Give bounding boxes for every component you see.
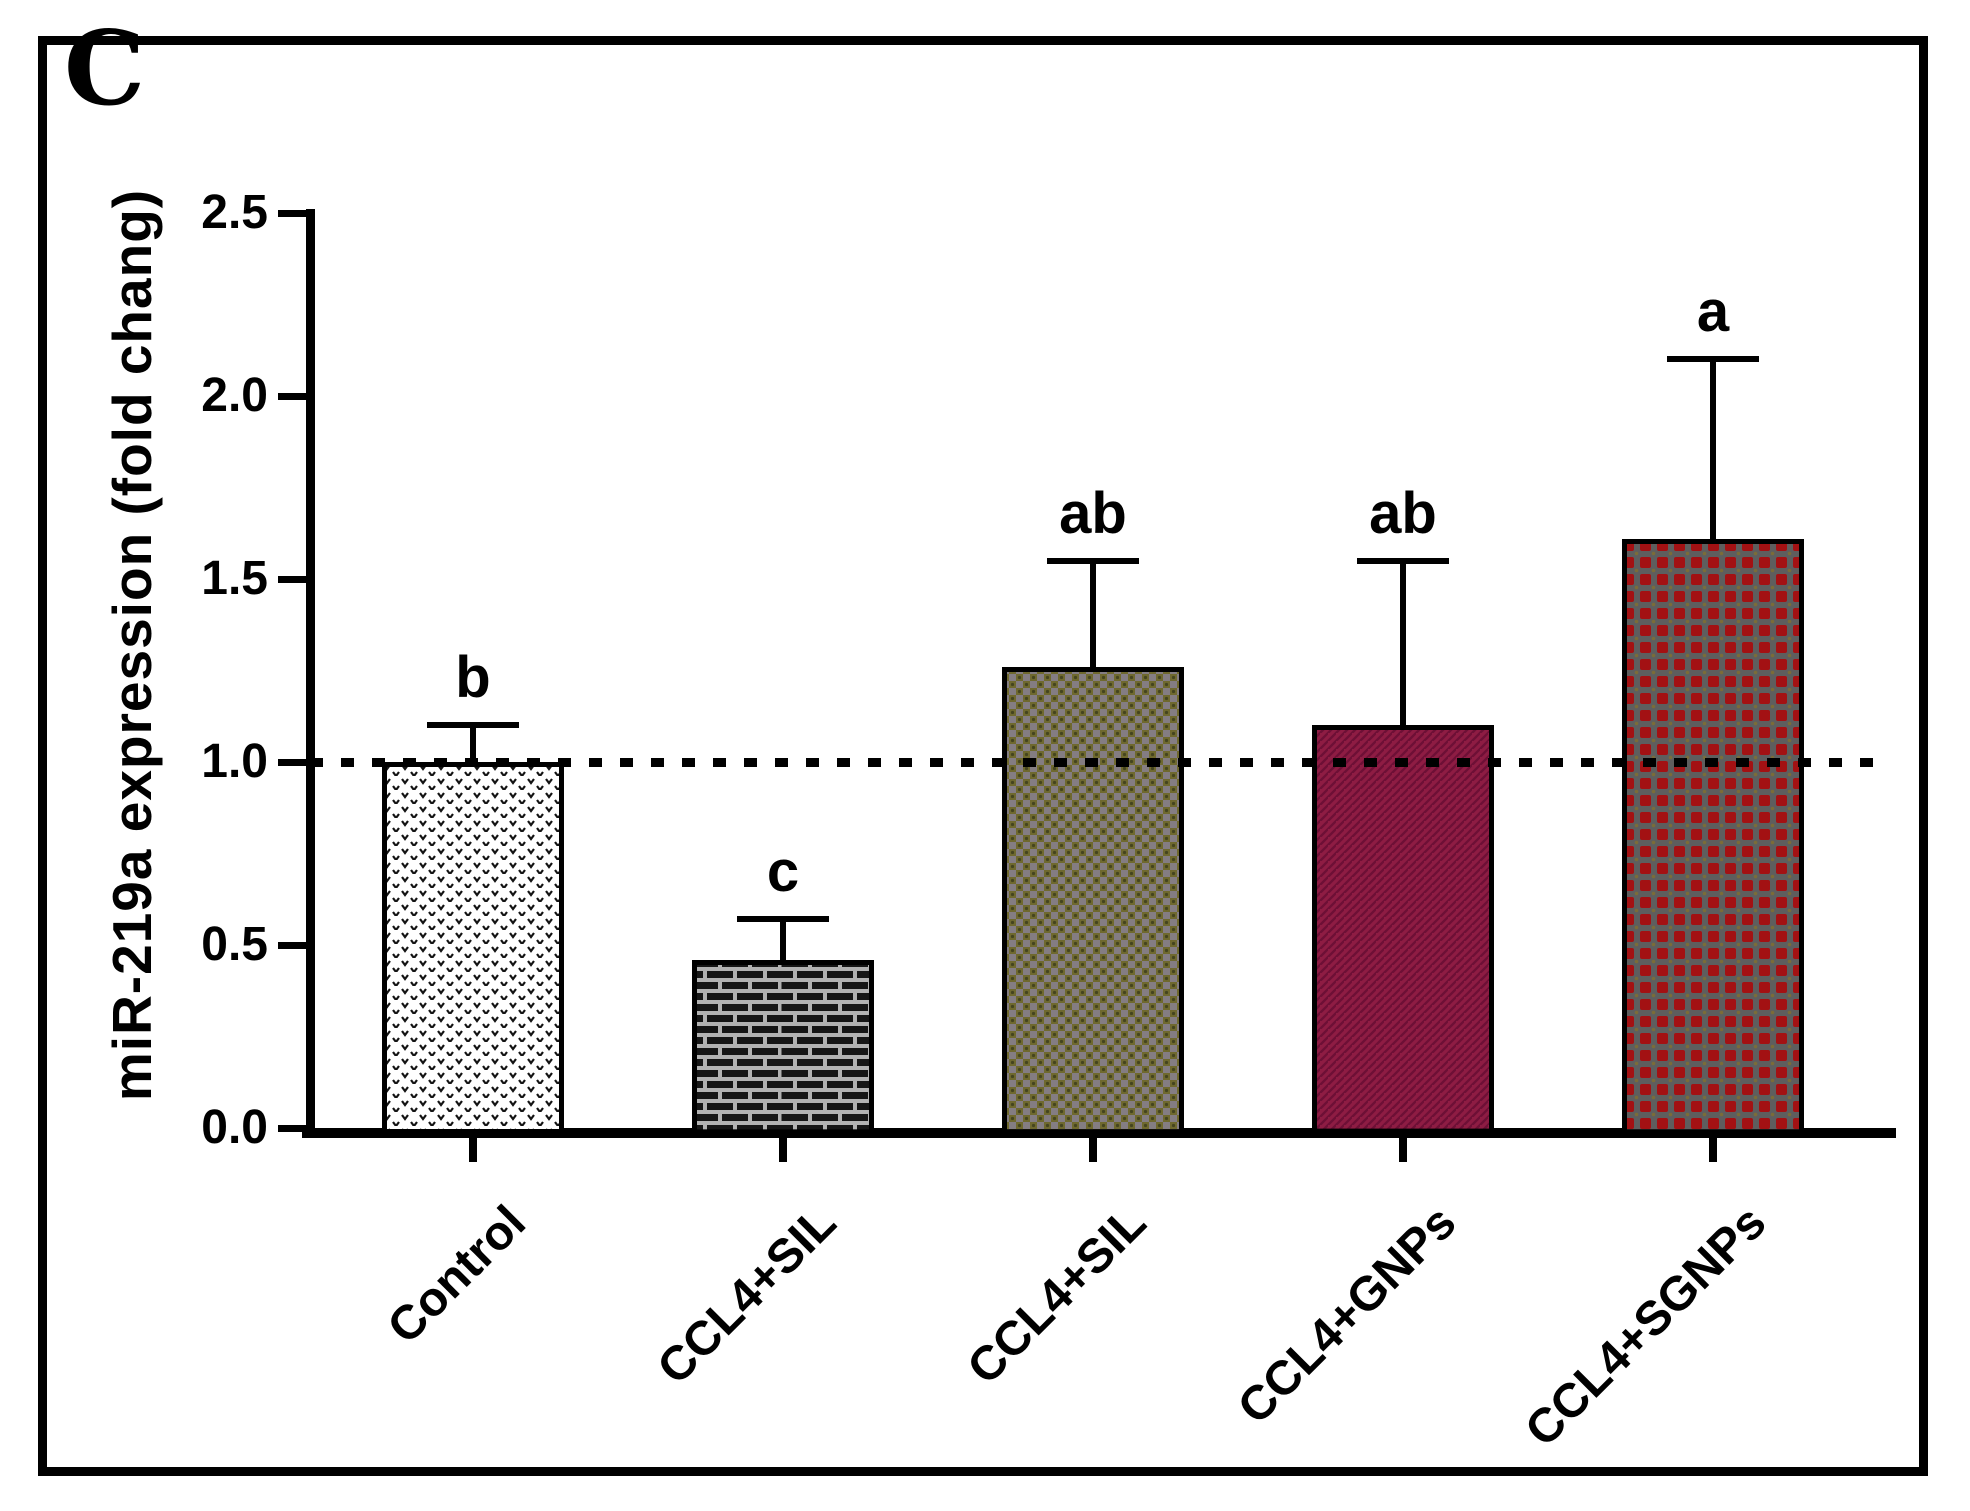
error-bar xyxy=(1710,359,1716,539)
x-axis-label: CCL4+SIL xyxy=(957,1195,1157,1395)
significance-letter: ab xyxy=(1369,480,1437,546)
error-bar-cap xyxy=(1667,356,1759,363)
bar xyxy=(1622,538,1804,1134)
error-bar xyxy=(1090,560,1096,667)
y-axis-tick-label: 1.5 xyxy=(201,552,268,605)
error-bar xyxy=(780,919,786,960)
y-axis-tick-label: 0.0 xyxy=(201,1101,268,1154)
figure-border xyxy=(38,36,1928,1476)
bar xyxy=(1002,666,1184,1134)
x-axis-tick xyxy=(779,1136,787,1162)
error-bar-cap xyxy=(427,722,519,729)
y-axis-tick xyxy=(278,576,306,583)
x-axis-tick xyxy=(1399,1136,1407,1162)
x-axis-tick xyxy=(1709,1136,1717,1162)
y-axis-tick-label: 2.5 xyxy=(201,186,268,239)
panel-letter: C xyxy=(64,9,146,129)
y-axis-tick-label: 2.0 xyxy=(201,369,268,422)
y-axis-tick xyxy=(278,759,306,766)
y-axis-line xyxy=(306,209,315,1137)
bar xyxy=(692,959,874,1134)
significance-letter: a xyxy=(1696,279,1730,345)
x-axis-label: CCL4+SIL xyxy=(647,1195,847,1395)
y-axis-tick xyxy=(278,210,306,217)
y-axis-tick-label: 0.5 xyxy=(201,918,268,971)
y-axis-tick-label: 1.0 xyxy=(201,735,268,788)
y-axis-tick xyxy=(278,393,306,400)
bar xyxy=(1312,725,1494,1134)
x-axis-label: Control xyxy=(378,1195,537,1355)
y-axis-tick xyxy=(278,1125,306,1132)
x-axis-label: CCL4+GNPs xyxy=(1227,1195,1467,1435)
reference-line xyxy=(310,758,1890,767)
x-axis-tick xyxy=(469,1136,477,1162)
significance-letter: ab xyxy=(1059,480,1127,546)
error-bar xyxy=(470,725,476,762)
error-bar-cap xyxy=(737,916,829,923)
x-axis-tick xyxy=(1089,1136,1097,1162)
x-axis-label: CCL4+SGNPs xyxy=(1515,1195,1777,1457)
error-bar xyxy=(1400,560,1406,726)
y-axis-tick xyxy=(278,942,306,949)
error-bar-cap xyxy=(1357,557,1449,564)
significance-letter: c xyxy=(766,839,800,905)
bar xyxy=(382,762,564,1134)
significance-letter: b xyxy=(455,645,491,711)
error-bar-cap xyxy=(1047,557,1139,564)
